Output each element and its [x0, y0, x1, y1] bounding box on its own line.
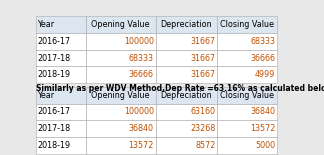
Text: 2017-18: 2017-18: [37, 124, 70, 133]
Text: 13572: 13572: [250, 124, 275, 133]
Text: 63160: 63160: [191, 107, 215, 116]
Bar: [36, 33, 86, 50]
Bar: [156, 87, 217, 104]
Text: 2018-19: 2018-19: [37, 141, 70, 150]
Text: Similarly as per WDV Method,Dep Rate =63.16% as calculated below: Similarly as per WDV Method,Dep Rate =63…: [36, 84, 324, 93]
Text: 68333: 68333: [250, 37, 275, 46]
Bar: [217, 104, 277, 120]
Text: 31667: 31667: [190, 37, 215, 46]
Bar: [86, 137, 156, 154]
Bar: [86, 104, 156, 120]
Bar: [36, 66, 86, 83]
Text: 31667: 31667: [190, 70, 215, 79]
Text: 36666: 36666: [129, 70, 154, 79]
Bar: [86, 66, 156, 83]
Bar: [86, 120, 156, 137]
Bar: [86, 33, 156, 50]
Text: Year: Year: [37, 20, 54, 29]
Text: Year: Year: [37, 91, 54, 100]
Text: 36840: 36840: [129, 124, 154, 133]
Text: 13572: 13572: [129, 141, 154, 150]
Bar: [36, 104, 86, 120]
Bar: [156, 33, 217, 50]
Text: 4999: 4999: [255, 70, 275, 79]
Bar: [86, 87, 156, 104]
Bar: [156, 120, 217, 137]
Bar: [217, 66, 277, 83]
Text: 2016-17: 2016-17: [37, 107, 70, 116]
Text: 100000: 100000: [124, 107, 154, 116]
Text: 2017-18: 2017-18: [37, 54, 70, 63]
Text: Opening Value: Opening Value: [91, 20, 150, 29]
Text: Depreciation: Depreciation: [160, 91, 212, 100]
Bar: [217, 33, 277, 50]
Bar: [217, 16, 277, 33]
Text: 5000: 5000: [255, 141, 275, 150]
Bar: [156, 66, 217, 83]
Bar: [156, 16, 217, 33]
Bar: [86, 50, 156, 66]
Bar: [156, 137, 217, 154]
Text: 68333: 68333: [129, 54, 154, 63]
Text: 100000: 100000: [124, 37, 154, 46]
Text: 2018-19: 2018-19: [37, 70, 70, 79]
Text: Opening Value: Opening Value: [91, 91, 150, 100]
Bar: [217, 137, 277, 154]
Bar: [36, 137, 86, 154]
Text: 31667: 31667: [190, 54, 215, 63]
Text: Closing Value: Closing Value: [220, 20, 274, 29]
Bar: [217, 120, 277, 137]
Bar: [156, 50, 217, 66]
Bar: [156, 104, 217, 120]
Text: 2016-17: 2016-17: [37, 37, 70, 46]
Bar: [217, 87, 277, 104]
Bar: [36, 50, 86, 66]
Text: Depreciation: Depreciation: [160, 20, 212, 29]
Bar: [217, 50, 277, 66]
Text: Closing Value: Closing Value: [220, 91, 274, 100]
Text: 8572: 8572: [195, 141, 215, 150]
Text: 23268: 23268: [190, 124, 215, 133]
Bar: [86, 16, 156, 33]
Bar: [36, 87, 86, 104]
Bar: [36, 16, 86, 33]
Bar: [36, 120, 86, 137]
Text: 36840: 36840: [250, 107, 275, 116]
Text: 36666: 36666: [250, 54, 275, 63]
